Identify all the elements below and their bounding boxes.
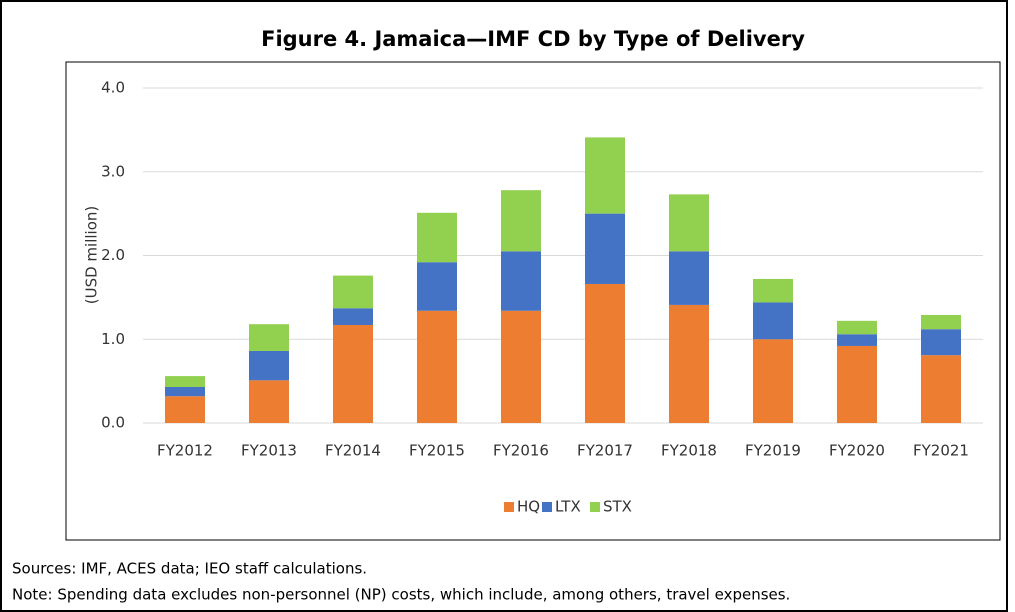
x-tick-label: FY2017	[577, 442, 633, 460]
bar-segment	[417, 262, 457, 311]
bar-segment	[585, 213, 625, 284]
x-tick-label: FY2016	[493, 442, 549, 460]
bar-segment	[669, 304, 709, 423]
bar-segment	[165, 396, 205, 423]
x-tick-label: FY2012	[157, 442, 213, 460]
x-tick-label: FY2018	[661, 442, 717, 460]
bar-segment	[921, 329, 961, 356]
y-tick-label: 1.0	[101, 330, 125, 348]
bar-segment	[417, 310, 457, 423]
bar-segment	[333, 308, 373, 326]
y-tick-label: 0.0	[101, 414, 125, 432]
x-tick-label: FY2020	[829, 442, 885, 460]
bar-segment	[669, 194, 709, 252]
bar-segment	[669, 251, 709, 305]
sources: Sources: IMF, ACES data; IEO staff calcu…	[12, 560, 367, 578]
bar-segment	[753, 302, 793, 340]
legend-label: LTX	[555, 498, 581, 516]
legend-swatch	[542, 502, 552, 512]
bar-segment	[165, 386, 205, 397]
bar-segment	[921, 355, 961, 423]
x-tick-label: FY2021	[913, 442, 969, 460]
bar-segment	[585, 137, 625, 214]
y-tick-label: 3.0	[101, 162, 125, 180]
legend-label: STX	[603, 498, 632, 516]
bar-segment	[165, 376, 205, 387]
y-axis-label: (USD million)	[83, 206, 101, 305]
bar-segment	[333, 325, 373, 423]
bar-segment	[837, 345, 877, 423]
bar-segment	[837, 320, 877, 335]
bar-segment	[249, 350, 289, 381]
bar-segment	[417, 212, 457, 263]
x-tick-label: FY2019	[745, 442, 801, 460]
bar-segment	[753, 278, 793, 303]
bar-segment	[501, 251, 541, 311]
legend-swatch	[504, 502, 514, 512]
y-tick-label: 2.0	[101, 246, 125, 264]
bar-segment	[501, 190, 541, 252]
bar-segment	[585, 283, 625, 423]
y-tick-label: 4.0	[101, 79, 125, 97]
x-tick-label: FY2013	[241, 442, 297, 460]
note: Note: Spending data excludes non-personn…	[12, 586, 790, 604]
legend-swatch	[590, 502, 600, 512]
bar-segment	[249, 324, 289, 351]
x-tick-label: FY2015	[409, 442, 465, 460]
legend-label: HQ	[517, 498, 540, 516]
chart-title: Figure 4. Jamaica—IMF CD by Type of Deli…	[261, 27, 805, 51]
x-tick-label: FY2014	[325, 442, 381, 460]
chart-frame	[65, 61, 1001, 541]
bar-segment	[501, 310, 541, 423]
bar-segment	[333, 275, 373, 309]
bar-segment	[249, 380, 289, 423]
bar-segment	[837, 334, 877, 346]
bar-segment	[921, 314, 961, 330]
bar-segment	[753, 339, 793, 423]
